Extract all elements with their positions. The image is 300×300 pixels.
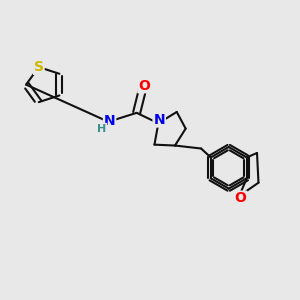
Text: N: N <box>104 114 116 128</box>
Text: S: S <box>34 60 44 74</box>
Text: O: O <box>235 191 247 206</box>
Text: O: O <box>138 79 150 92</box>
Text: N: N <box>153 113 165 127</box>
Text: H: H <box>97 124 106 134</box>
